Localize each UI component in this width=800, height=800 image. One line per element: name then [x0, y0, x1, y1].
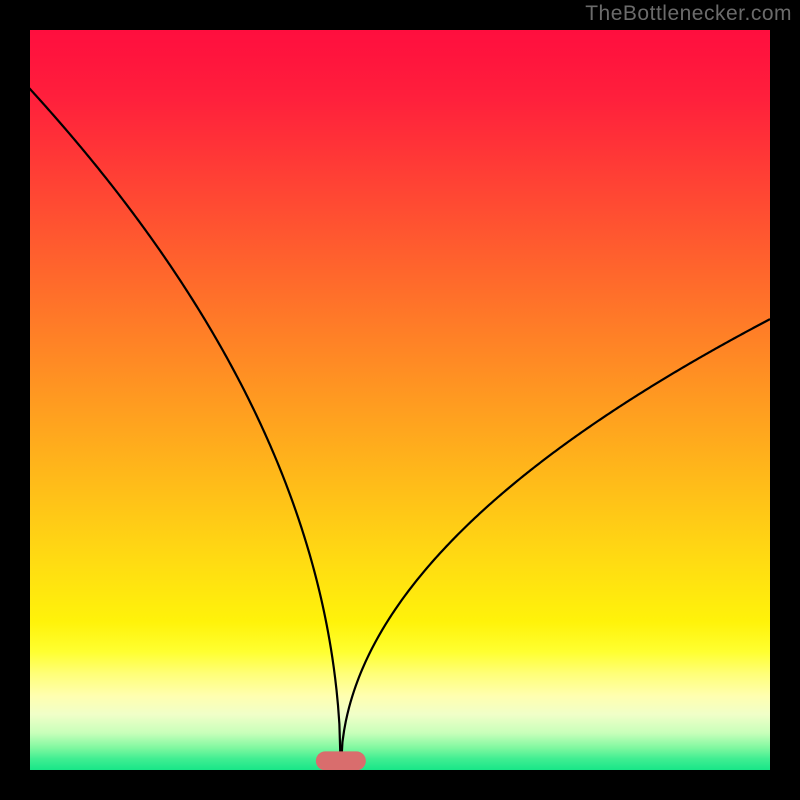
plot-area — [30, 30, 770, 770]
curve-path — [30, 30, 770, 770]
bottleneck-curve — [30, 30, 770, 770]
outer-frame: TheBottlenecker.com — [0, 0, 800, 800]
watermark-text: TheBottlenecker.com — [585, 2, 792, 26]
optimum-marker — [316, 751, 366, 770]
